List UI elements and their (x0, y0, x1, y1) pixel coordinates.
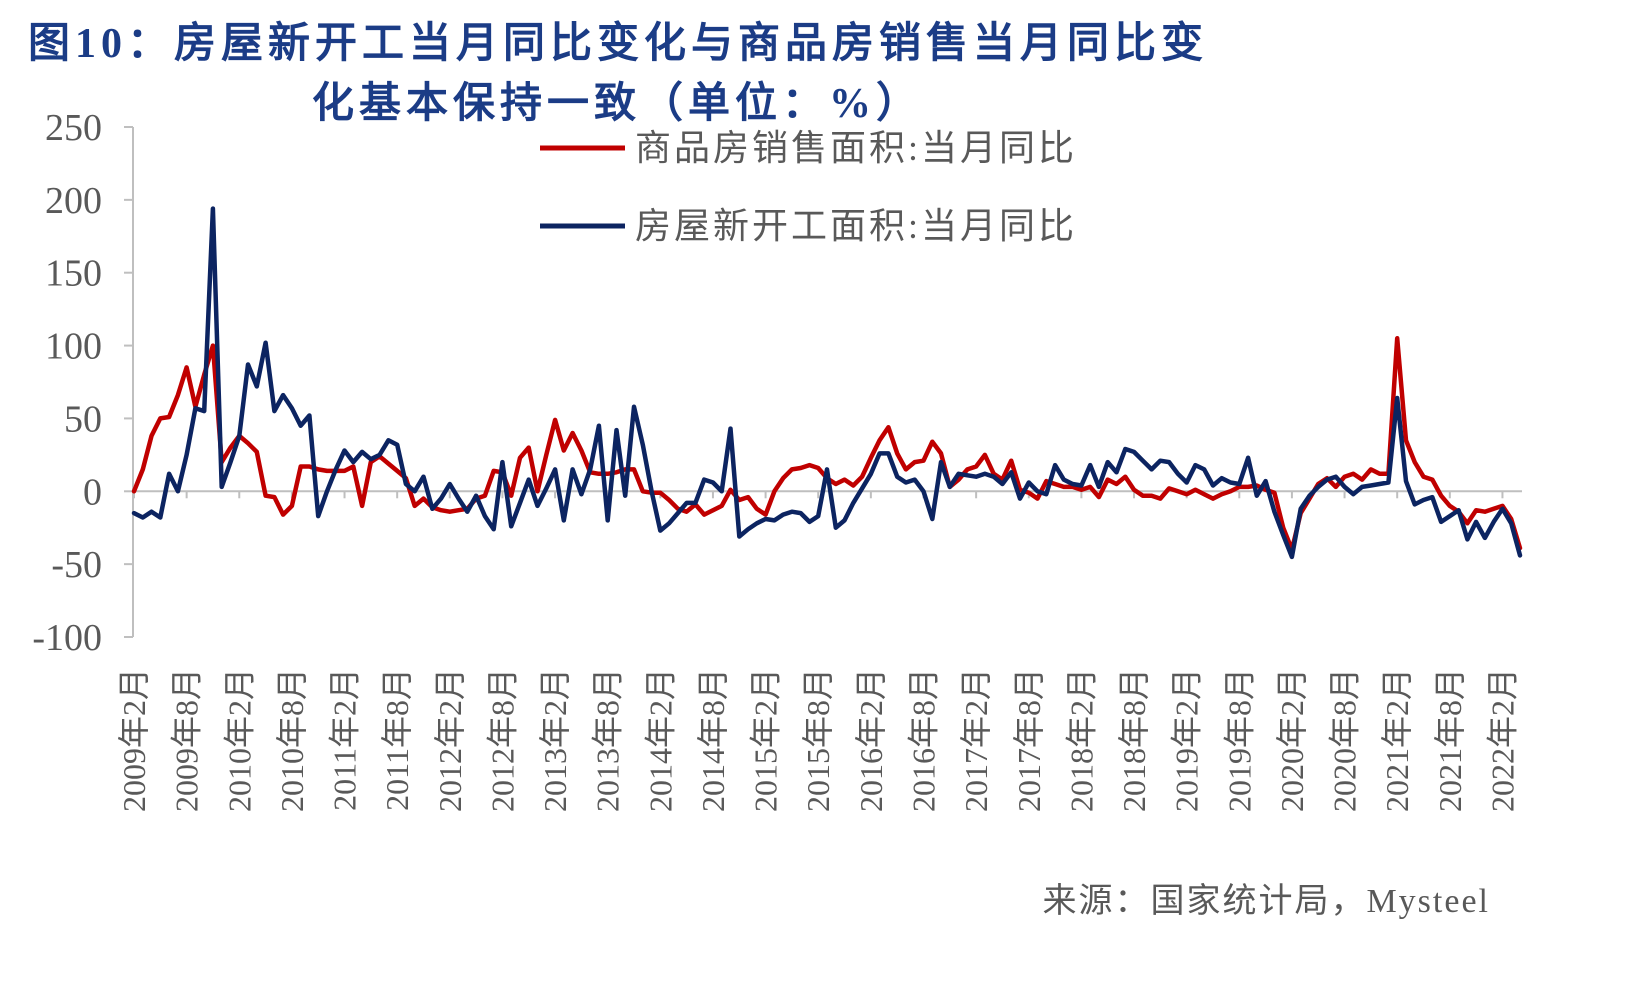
legend-label-new-starts: 房屋新开工面积:当月同比 (635, 206, 1077, 246)
new-starts-area-yoy-line (131, 206, 1523, 560)
x-tick-label: 2016年2月 (853, 668, 889, 812)
x-tick-label: 2016年8月 (905, 668, 941, 812)
y-tick-label: 250 (45, 107, 102, 149)
x-tick-label: 2013年2月 (537, 668, 573, 812)
y-tick-label: 200 (45, 180, 102, 222)
x-tick-label: 2012年2月 (432, 668, 468, 812)
x-tick-label: 2009年8月 (169, 668, 205, 812)
legend-label-sales: 商品房销售面积:当月同比 (635, 128, 1077, 168)
x-tick-label: 2009年2月 (116, 668, 152, 812)
y-tick-label: -100 (32, 617, 102, 659)
x-tick-label: 2022年2月 (1484, 668, 1520, 812)
chart-title: 图10：房屋新开工当月同比变化与商品房销售当月同比变 化基本保持一致（单位：%） (28, 20, 1208, 127)
source-note: 来源：国家统计局，Mysteel (1042, 882, 1490, 920)
x-tick-label: 2015年2月 (748, 668, 784, 812)
x-tick-label: 2019年8月 (1221, 668, 1257, 812)
chart-title-line-2: 化基本保持一致（单位：%） (312, 80, 923, 127)
sales-area-yoy-line (131, 336, 1523, 552)
y-tick-label: 150 (45, 253, 102, 295)
x-tick-label: 2014年8月 (695, 668, 731, 812)
x-tick-label: 2018年8月 (1116, 668, 1152, 812)
x-tick-label: 2019年2月 (1169, 668, 1205, 812)
x-tick-label: 2011年2月 (327, 668, 363, 811)
y-tick-label: 100 (45, 326, 102, 368)
x-tick-label: 2018年2月 (1063, 668, 1099, 812)
x-tick-label: 2015年8月 (800, 668, 836, 812)
x-tick-label: 2017年8月 (1011, 668, 1047, 812)
x-tick-label: 2012年8月 (484, 668, 520, 812)
x-axis: 2009年2月 2009年8月 2010年2月 2010年8月 2011年2月 2011年… (116, 490, 1522, 812)
x-tick-label: 2010年8月 (274, 668, 310, 812)
legend: 商品房销售面积:当月同比 房屋新开工面积:当月同比 (540, 128, 1077, 246)
x-tick-label: 2021年8月 (1432, 668, 1468, 812)
x-tick-label: 2011年8月 (379, 668, 415, 811)
x-tick-label: 2020年2月 (1274, 668, 1310, 812)
plot-series (131, 206, 1523, 560)
x-tick-label: 2017年2月 (958, 668, 994, 812)
x-tick-label: 2010年2月 (221, 668, 257, 812)
y-tick-label: 50 (64, 398, 102, 440)
chart-title-line-1: 图10：房屋新开工当月同比变化与商品房销售当月同比变 (28, 20, 1208, 67)
x-tick-label: 2014年2月 (642, 668, 678, 812)
x-tick-label: 2020年8月 (1327, 668, 1363, 812)
y-tick-label: 0 (83, 471, 102, 513)
x-tick-label: 2013年8月 (590, 668, 626, 812)
y-tick-label: -50 (51, 544, 102, 586)
y-axis: 250 200 150 100 50 0 -50 -100 (32, 107, 134, 659)
x-tick-label: 2021年2月 (1379, 668, 1415, 812)
